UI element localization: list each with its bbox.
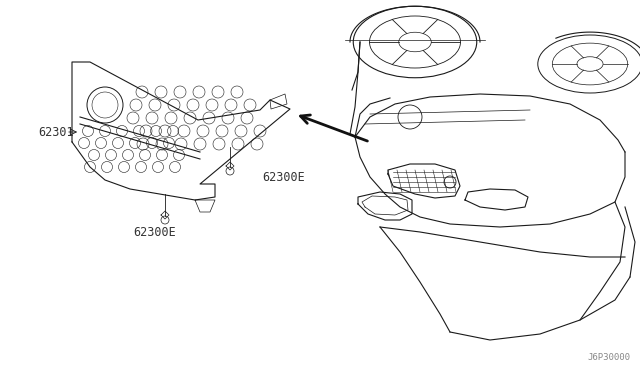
Text: 62300E: 62300E <box>134 225 177 238</box>
Text: 62301: 62301 <box>38 125 74 138</box>
Text: 62300E: 62300E <box>262 170 305 183</box>
Text: J6P30000: J6P30000 <box>587 353 630 362</box>
